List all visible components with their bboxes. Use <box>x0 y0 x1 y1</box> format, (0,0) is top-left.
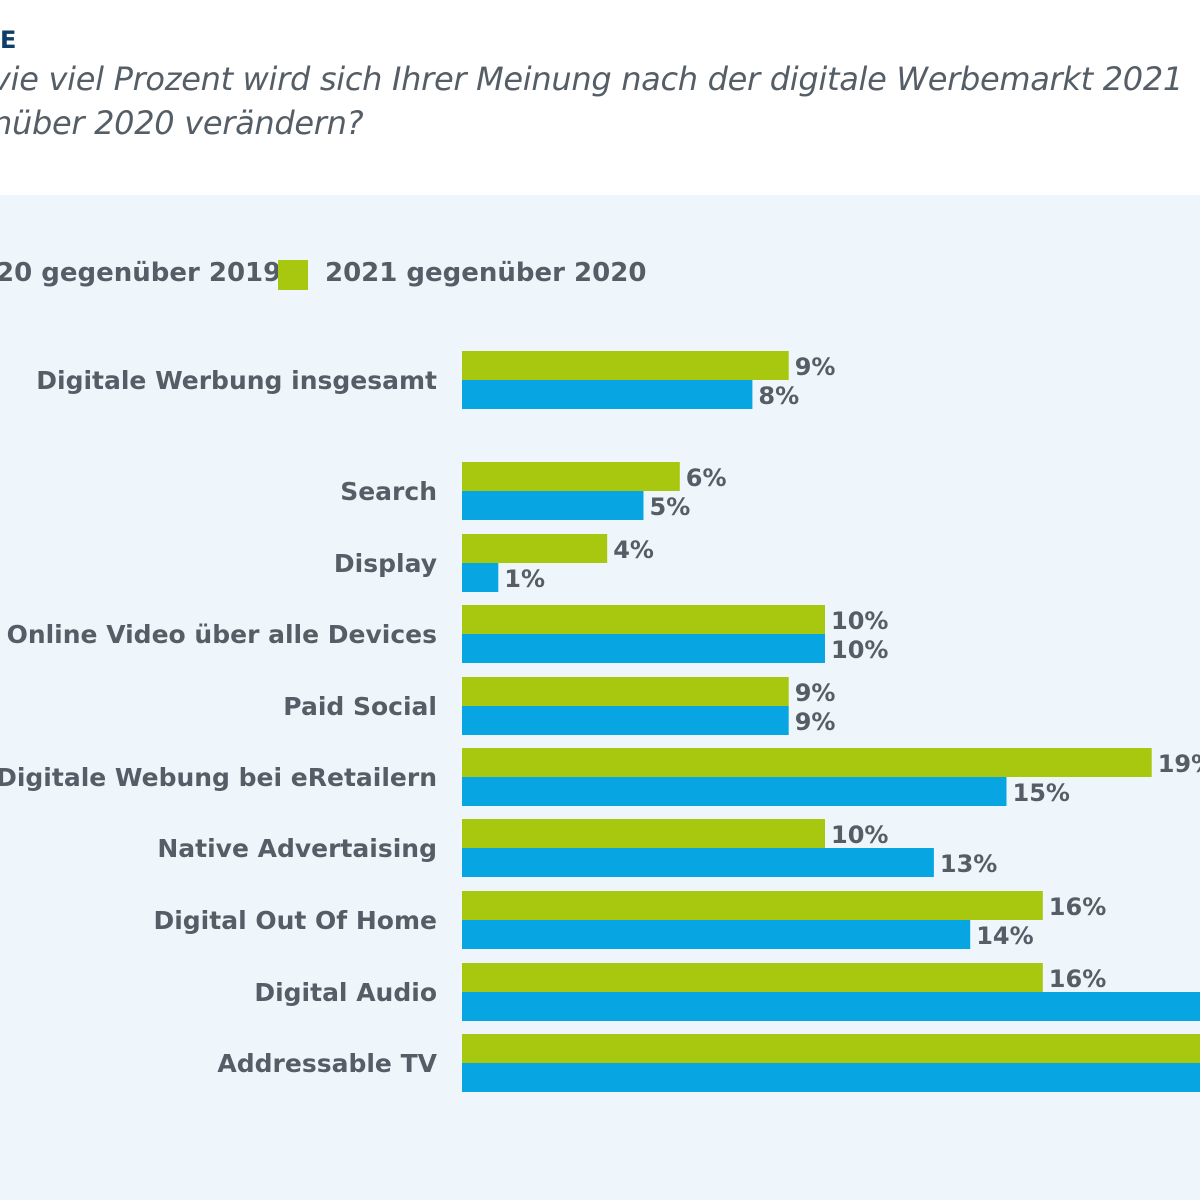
value-label-2020: 5% <box>650 493 691 521</box>
bar-2021 <box>462 462 680 491</box>
value-label-2020: 1% <box>504 565 545 593</box>
bar-2021 <box>462 351 789 380</box>
section-eyebrow: E <box>0 26 17 54</box>
legend-item-2021: 2021 gegenüber 2020 <box>325 258 646 288</box>
legend-item-2020: 20 gegenüber 2019 <box>0 258 281 288</box>
bar-2020 <box>462 920 971 949</box>
value-label-2021: 4% <box>613 536 654 564</box>
value-label-2020: 8% <box>758 382 799 410</box>
value-label-2021: 9% <box>795 679 836 707</box>
bar-2020 <box>462 992 1200 1021</box>
value-label-2020: 15% <box>1013 779 1070 807</box>
bar-2020 <box>462 848 934 877</box>
value-label-2021: 9% <box>795 353 836 381</box>
category-label: Addressable TV <box>217 1049 437 1078</box>
value-label-2021: 10% <box>831 607 888 635</box>
bar-2020 <box>462 777 1007 806</box>
bar-2020 <box>462 1063 1200 1092</box>
category-label: Online Video über alle Devices <box>7 620 437 649</box>
value-label-2020: 13% <box>940 850 997 878</box>
category-label: Digital Out Of Home <box>153 906 437 935</box>
bar-2021 <box>462 605 825 634</box>
value-label-2021: 19% <box>1158 750 1200 778</box>
value-label-2020: 10% <box>831 636 888 664</box>
category-label: Digitale Webung bei eRetailern <box>0 763 437 792</box>
legend-label-2021: 2021 gegenüber 2020 <box>325 258 647 288</box>
question-title-line-1: vie viel Prozent wird sich Ihrer Meinung… <box>0 60 1183 98</box>
value-label-2020: 9% <box>795 708 836 736</box>
bar-2020 <box>462 634 825 663</box>
category-label: Digitale Werbung insgesamt <box>36 366 437 395</box>
category-label: Digital Audio <box>254 978 437 1007</box>
bar-2020 <box>462 706 789 735</box>
category-label: Paid Social <box>283 692 437 721</box>
value-label-2021: 16% <box>1049 893 1106 921</box>
bar-2021 <box>462 819 825 848</box>
category-label: Search <box>340 477 437 506</box>
bar-2020 <box>462 380 753 409</box>
value-label-2021: 16% <box>1049 965 1106 993</box>
category-label: Native Advertaising <box>157 834 437 863</box>
bar-2021 <box>462 748 1152 777</box>
bar-2020 <box>462 563 499 592</box>
legend-swatch-2021 <box>278 260 308 290</box>
bar-2021 <box>462 963 1043 992</box>
question-title-line-2: nüber 2020 verändern? <box>0 104 364 142</box>
value-label-2021: 10% <box>831 821 888 849</box>
bar-2021 <box>462 1034 1200 1063</box>
legend-label-2020: 20 gegenüber 2019 <box>0 258 282 288</box>
bar-2021 <box>462 534 608 563</box>
value-label-2021: 6% <box>686 464 727 492</box>
category-label: Display <box>334 549 437 578</box>
bar-2021 <box>462 891 1043 920</box>
value-label-2020: 14% <box>976 922 1033 950</box>
bar-2021 <box>462 677 789 706</box>
bar-2020 <box>462 491 644 520</box>
